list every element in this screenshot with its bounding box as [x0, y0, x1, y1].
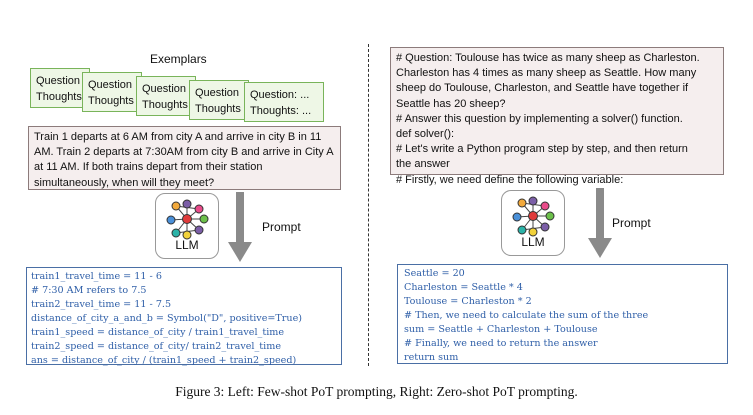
question-line: # Let's write a Python program step by s…: [396, 143, 688, 156]
neural-network-icon: [166, 199, 209, 240]
panel-divider: [368, 44, 369, 366]
code-line: Toulouse = Charleston * 2: [404, 296, 532, 307]
prompt-label: Prompt: [262, 220, 301, 234]
exemplar-thoughts: Thoughts: [36, 91, 82, 103]
question-line: at 11 AM. If both trains depart from the…: [34, 161, 263, 174]
code-line: sum = Seattle + Charleston + Toulouse: [404, 324, 598, 335]
code-line: Charleston = Seattle * 4: [404, 282, 523, 293]
code-line: # 7:30 AM refers to 7.5: [31, 285, 147, 296]
code-line: # Then, we need to calculate the sum of …: [404, 310, 649, 321]
prompt-label: Prompt: [612, 216, 651, 230]
question-line: the answer: [396, 158, 450, 171]
exemplar-thoughts: Thoughts: ...: [250, 105, 312, 117]
exemplar-thoughts: Thoughts: [195, 103, 241, 115]
exemplar-question: Question: [142, 83, 187, 95]
question-line: Train 1 departs at 6 AM from city A and …: [34, 131, 322, 143]
exemplar-thoughts: Thoughts: [88, 95, 134, 107]
code-line: train2_speed = distance_of_city/ train2_…: [31, 341, 281, 352]
code-line: train1_travel_time = 11 - 6: [31, 271, 162, 282]
figure-caption: Figure 3: Left: Few-shot PoT prompting, …: [175, 384, 578, 399]
llm-box: LLM: [501, 190, 565, 256]
llm-label: LLM: [175, 238, 199, 252]
llm-box: LLM: [155, 193, 219, 259]
question-line: Seattle has 20 sheep?: [396, 97, 506, 110]
code-line: Seattle = 20: [404, 268, 465, 279]
exemplar-card: Question Thoughts: [82, 72, 142, 112]
question-line: simultaneously, when will they meet?: [34, 176, 215, 189]
code-line: train1_speed = distance_of_city / train1…: [31, 327, 285, 338]
exemplar-card: Question Thoughts: [30, 68, 90, 108]
code-output-box: Seattle = 20 Charleston = Seattle * 4 To…: [397, 264, 728, 364]
question-line: # Question: Toulouse has twice as many s…: [396, 52, 700, 64]
exemplar-card: Question: ... Thoughts: ...: [244, 82, 324, 122]
question-line: Charleston has 4 times as many sheep as …: [396, 67, 697, 80]
llm-label: LLM: [521, 235, 545, 249]
arrow-down-icon: [228, 192, 252, 262]
code-line: # Finally, we need to return the answer: [404, 338, 598, 349]
question-line: def solver():: [396, 128, 455, 141]
exemplar-question: Question: [195, 87, 240, 99]
exemplars-title: Exemplars: [150, 52, 207, 66]
code-line: distance_of_city_a_and_b = Symbol("D", p…: [31, 313, 302, 324]
exemplar-card: Question Thoughts: [136, 76, 196, 116]
question-line: AM. Train 2 departs at 7:30AM from city …: [34, 146, 334, 159]
exemplar-card: Question Thoughts: [189, 80, 249, 120]
arrow-down-icon: [588, 188, 612, 258]
question-line: # Answer this question by implementing a…: [396, 112, 683, 125]
question-box: # Question: Toulouse has twice as many s…: [390, 47, 724, 186]
question-line: sheep do Toulouse, Charleston, and Seatt…: [396, 82, 689, 95]
question-line: # Firstly, we need define the following …: [396, 173, 624, 186]
code-line: train2_travel_time = 11 - 7.5: [31, 299, 172, 310]
code-line: ans = distance_of_city / (train1_speed +…: [31, 355, 297, 366]
exemplar-question: Question: ...: [250, 89, 310, 101]
code-output-box: train1_travel_time = 11 - 6 # 7:30 AM re…: [26, 267, 342, 366]
exemplar-question: Question: [36, 75, 81, 87]
neural-network-icon: [512, 196, 555, 237]
exemplar-thoughts: Thoughts: [142, 99, 188, 111]
exemplar-question: Question: [88, 79, 133, 91]
question-box: Train 1 departs at 6 AM from city A and …: [28, 126, 341, 190]
code-line: return sum: [404, 352, 459, 363]
